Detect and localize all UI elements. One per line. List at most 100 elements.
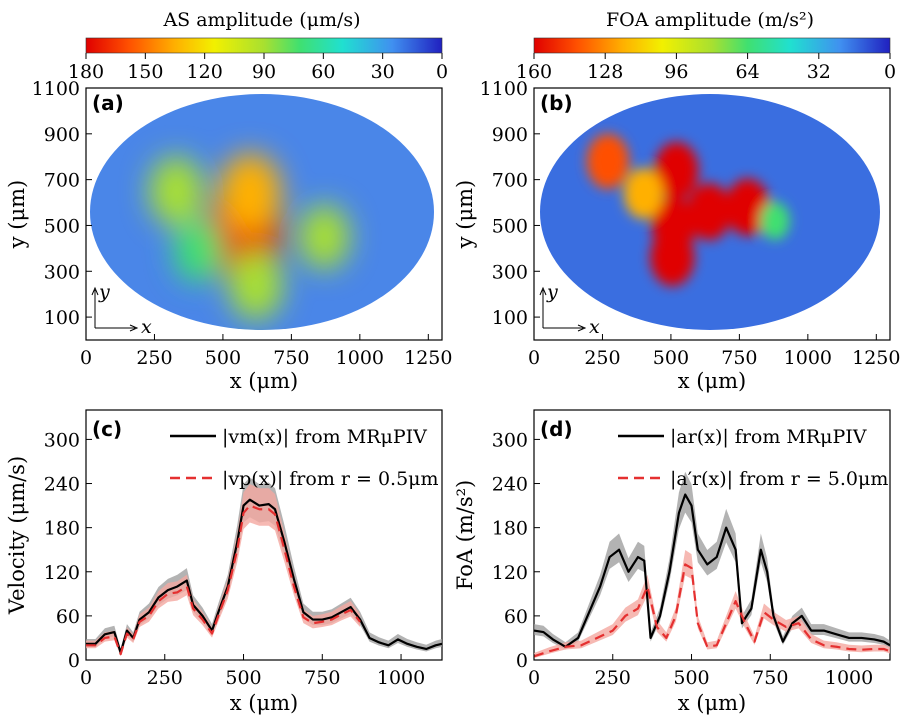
- colorbar-a: AS amplitude (μm/s) 180 150 120 90 60 30 0: [68, 9, 448, 83]
- x-tick-label: 500: [673, 667, 709, 689]
- colorbar-tick-label: 120: [187, 61, 223, 83]
- inset-x-arrowhead: [129, 324, 139, 332]
- heatmap-hotspot: [687, 183, 732, 241]
- legend-label: |a′r(x)| from r = 5.0μm: [670, 468, 888, 490]
- colorbar-tick-label: 0: [884, 61, 896, 83]
- x-tick-label: 250: [147, 667, 183, 689]
- colorbar-tick-label: 30: [371, 61, 395, 83]
- y-tick-label: 120: [44, 562, 80, 584]
- inset-y-label: y: [98, 281, 110, 303]
- panel-label-b: (b): [540, 91, 573, 115]
- y-tick-label: 900: [44, 124, 80, 146]
- y-tick-label: 0: [68, 650, 80, 672]
- x-tick-label: 1250: [404, 347, 452, 369]
- y-tick-label: 1100: [480, 78, 528, 100]
- heatmap-hotspot: [760, 201, 790, 240]
- series-line: [533, 493, 891, 648]
- inset-y-arrowhead: [539, 286, 547, 296]
- heatmap-hotspot: [623, 167, 664, 219]
- y-tick-label: 180: [492, 518, 528, 540]
- inset-y-label: y: [546, 281, 558, 303]
- x-tick-label: 750: [304, 667, 340, 689]
- y-axis-label: FoA (m/s²): [453, 480, 477, 590]
- series-line: [86, 504, 361, 656]
- colorbar-b-title: FOA amplitude (m/s²): [606, 9, 814, 31]
- y-tick-label: 300: [44, 261, 80, 283]
- y-tick-label: 120: [492, 562, 528, 584]
- colorbar-b-ticks: 160 128 96 64 32 0: [516, 53, 896, 83]
- chart-d: 0 250 500 750 1000 0 60 120 180 240 300 x (μm) FoA (…: [453, 409, 891, 715]
- colorbar-tick-label: 128: [587, 61, 623, 83]
- colorbar-tick-label: 160: [516, 61, 552, 83]
- map-a-frame: [85, 87, 443, 341]
- x-tick-label: 250: [136, 347, 172, 369]
- inset-x-label: x: [141, 316, 152, 338]
- map-b-frame: [533, 87, 891, 341]
- x-tick-label: 1000: [825, 667, 873, 689]
- map-b-field: [540, 94, 880, 330]
- map-a: (a) 0 250 500 750 1000 1250 1100 900 700 500 300 10…: [5, 78, 452, 393]
- colorbar-tick-label: 32: [807, 61, 831, 83]
- panel-label-d: (d): [540, 417, 573, 441]
- y-tick-label: 500: [44, 215, 80, 237]
- y-tick-label: 1100: [32, 78, 80, 100]
- x-tick-label: 1000: [784, 347, 832, 369]
- x-tick-label: 1000: [377, 667, 425, 689]
- y-tick-label: 900: [492, 124, 528, 146]
- x-tick-label: 250: [595, 667, 631, 689]
- colorbar-tick-label: 180: [68, 61, 104, 83]
- x-tick-label: 1000: [336, 347, 384, 369]
- y-tick-label: 0: [516, 650, 528, 672]
- heatmap-hotspot: [654, 141, 699, 200]
- chart-c: 0 250 500 750 1000 0 60 120 180 240 300 x (μm) Veloc…: [5, 409, 443, 715]
- x-tick-label: 750: [752, 667, 788, 689]
- chart-d-frame: [533, 409, 891, 661]
- x-axis-label: x (μm): [230, 369, 298, 393]
- inset-y-arrowhead: [91, 286, 99, 296]
- heatmap-hotspot: [149, 156, 204, 226]
- x-tick-label: 500: [653, 347, 689, 369]
- colorbar-a-ticks: 180 150 120 90 60 30 0: [68, 53, 448, 83]
- y-tick-label: 300: [492, 261, 528, 283]
- legend-label: |vm(x)| from MRμPIV: [222, 426, 427, 448]
- legend-label: |vp(x)| from r = 0.5μm: [222, 468, 439, 490]
- y-tick-label: 180: [44, 518, 80, 540]
- y-tick-label: 100: [492, 307, 528, 329]
- heatmap-hotspot: [173, 218, 223, 283]
- x-tick-label: 750: [273, 347, 309, 369]
- x-tick-label: 0: [80, 667, 92, 689]
- x-tick-label: 500: [225, 667, 261, 689]
- series-uncertainty-band: [86, 484, 361, 657]
- map-b: (b) 0 250 500 750 1000 1250 1100 900 700 500 300 10…: [453, 78, 900, 393]
- colorbar-b-scale: [533, 37, 891, 54]
- colorbar-tick-label: 96: [664, 61, 688, 83]
- y-tick-label: 300: [44, 429, 80, 451]
- x-tick-label: 250: [584, 347, 620, 369]
- map-a-field: [90, 94, 434, 330]
- y-axis-label: y (μm): [5, 180, 29, 250]
- heatmap-hotspot: [650, 228, 695, 287]
- inset-x-label: x: [589, 316, 600, 338]
- y-tick-label: 500: [492, 215, 528, 237]
- y-tick-label: 60: [504, 606, 528, 628]
- y-tick-label: 300: [492, 429, 528, 451]
- x-axis-label: x (μm): [678, 369, 746, 393]
- panel-label-a: (a): [92, 91, 124, 115]
- chart-c-frame: [85, 409, 443, 661]
- heatmap-hotspot: [219, 152, 282, 234]
- series-line: [533, 563, 891, 658]
- chart-c-plot: 0 250 500 750 1000 0 60 120 180 240 300 x (μm) Veloc…: [5, 426, 443, 715]
- legend-label: |ar(x)| from MRμPIV: [670, 426, 867, 448]
- x-tick-label: 750: [721, 347, 757, 369]
- y-tick-label: 100: [44, 307, 80, 329]
- map-b-axes: 0 250 500 750 1000 1250 1100 900 700 500 300 100 x (…: [453, 78, 900, 393]
- heatmap-hotspot: [299, 204, 350, 270]
- colorbar-tick-label: 64: [736, 61, 760, 83]
- y-axis-label: Velocity (μm/s): [5, 456, 29, 615]
- heatmap-hotspot: [228, 250, 283, 320]
- y-tick-label: 700: [492, 170, 528, 192]
- colorbar-tick-label: 150: [127, 61, 163, 83]
- y-tick-label: 700: [44, 170, 80, 192]
- x-tick-label: 0: [528, 347, 540, 369]
